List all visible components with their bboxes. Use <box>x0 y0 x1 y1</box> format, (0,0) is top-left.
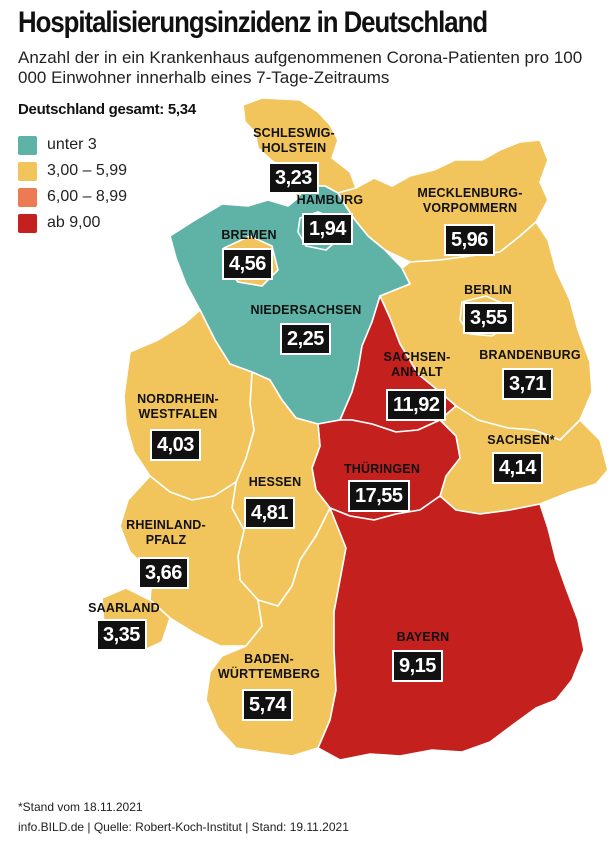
label-hessen: HESSEN <box>248 475 302 489</box>
legend: unter 3 3,00 – 5,99 6,00 – 8,99 ab 9,00 <box>18 132 127 236</box>
label-berlin: BERLIN <box>464 283 512 297</box>
label-bremen: BREMEN <box>221 228 277 242</box>
label-hamburg: HAMBURG <box>296 193 364 207</box>
label-sachsen: SACHSEN* <box>487 433 555 447</box>
value-saarland: 3,35 <box>96 619 147 651</box>
footnote: *Stand vom 18.11.2021 <box>18 800 143 814</box>
value-thueringen: 17,55 <box>348 480 410 512</box>
legend-swatch <box>18 213 37 233</box>
value-berlin: 3,55 <box>463 302 514 334</box>
label-brandenburg: BRANDENBURG <box>479 348 581 362</box>
label-saarland: SAARLAND <box>88 601 160 615</box>
value-nordrhein-westfalen: 4,03 <box>150 429 201 461</box>
value-baden-wuerttemberg: 5,74 <box>242 689 293 721</box>
region-bayern[interactable] <box>317 495 585 761</box>
label-bayern: BAYERN <box>396 630 450 644</box>
value-schleswig-holstein: 3,23 <box>268 162 319 194</box>
legend-swatch <box>18 135 37 155</box>
label-rheinland-pfalz: RHEINLAND- PFALZ <box>126 518 206 547</box>
legend-item: 3,00 – 5,99 <box>18 158 127 184</box>
value-brandenburg: 3,71 <box>502 368 553 400</box>
label-nordrhein-westfalen: NORDRHEIN- WESTFALEN <box>137 392 219 421</box>
germany-total: Deutschland gesamt: 5,34 <box>18 101 196 118</box>
legend-swatch <box>18 161 37 181</box>
value-sachsen: 4,14 <box>492 452 543 484</box>
value-bremen: 4,56 <box>222 248 273 280</box>
map-subtitle: Anzahl der in ein Krankenhaus aufgenomme… <box>18 48 583 87</box>
label-baden-wuerttemberg: BADEN- WÜRTTEMBERG <box>217 652 321 681</box>
source-line: info.BILD.de | Quelle: Robert-Koch-Insti… <box>18 820 349 834</box>
legend-item: unter 3 <box>18 132 127 158</box>
label-schleswig-holstein: SCHLESWIG- HOLSTEIN <box>253 126 335 155</box>
value-mecklenburg-vorpommern: 5,96 <box>444 224 495 256</box>
legend-label: ab 9,00 <box>47 214 101 231</box>
map-title: Hospitalisierungsinzidenz in Deutschland <box>18 6 488 39</box>
legend-label: 3,00 – 5,99 <box>47 162 128 179</box>
legend-label: 6,00 – 8,99 <box>47 188 128 205</box>
label-mecklenburg-vorpommern: MECKLENBURG- VORPOMMERN <box>417 186 523 215</box>
label-thueringen: THÜRINGEN <box>343 462 421 476</box>
value-bayern: 9,15 <box>392 650 443 682</box>
legend-label: unter 3 <box>47 136 97 153</box>
label-sachsen-anhalt: SACHSEN- ANHALT <box>383 350 451 379</box>
legend-swatch <box>18 187 37 207</box>
value-sachsen-anhalt: 11,92 <box>386 389 447 421</box>
value-rheinland-pfalz: 3,66 <box>138 557 189 589</box>
legend-item: 6,00 – 8,99 <box>18 184 127 210</box>
value-hessen: 4,81 <box>244 497 295 529</box>
label-niedersachsen: NIEDERSACHSEN <box>250 303 362 317</box>
value-hamburg: 1,94 <box>302 213 353 245</box>
value-niedersachsen: 2,25 <box>280 323 331 355</box>
legend-item: ab 9,00 <box>18 210 127 236</box>
